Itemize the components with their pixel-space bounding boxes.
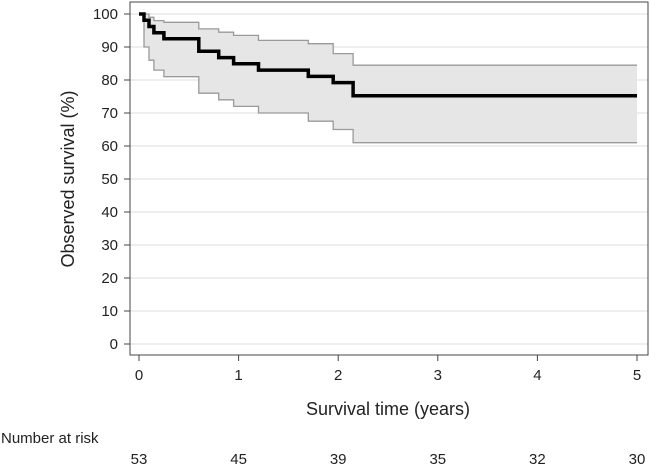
y-tick-label: 0	[110, 336, 118, 353]
confidence-band	[139, 14, 637, 143]
ci-upper-line	[139, 13, 637, 66]
number-at-risk-value: 32	[529, 451, 546, 467]
x-tick-label: 5	[633, 367, 641, 384]
y-tick-label: 30	[101, 237, 118, 254]
number-at-risk-value: 30	[629, 451, 646, 467]
x-tick-label: 2	[334, 367, 342, 384]
y-tick-label: 60	[101, 138, 118, 155]
y-tick-label: 10	[101, 303, 118, 320]
y-tick-label: 20	[101, 270, 118, 287]
number-at-risk-value: 35	[429, 451, 446, 467]
x-tick-label: 4	[533, 367, 541, 384]
x-axis-title: Survival time (years)	[306, 399, 470, 419]
number-at-risk-title: Number at risk	[1, 430, 99, 447]
y-tick-label: 70	[101, 105, 118, 122]
y-tick-label: 90	[101, 39, 118, 56]
ci-lower-line	[139, 13, 637, 144]
number-at-risk-value: 53	[131, 451, 148, 467]
x-tick-label: 1	[234, 367, 242, 384]
y-axis-title: Observed survival (%)	[58, 90, 78, 267]
number-at-risk-value: 45	[230, 451, 247, 467]
y-tick-label: 50	[101, 171, 118, 188]
number-at-risk-value: 39	[330, 451, 347, 467]
x-tick-label: 3	[434, 367, 442, 384]
y-tick-label: 80	[101, 72, 118, 89]
y-tick-label: 100	[93, 6, 118, 23]
survival-curve	[139, 12, 637, 98]
y-tick-label: 40	[101, 204, 118, 221]
x-tick-label: 0	[135, 367, 143, 384]
